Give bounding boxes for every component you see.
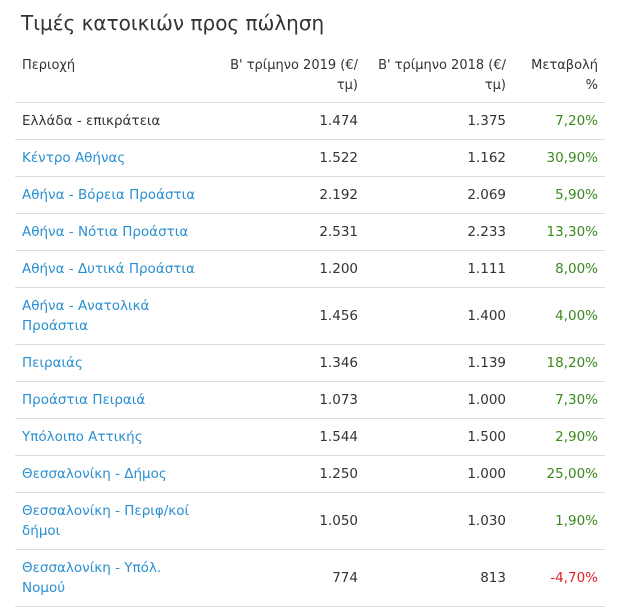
column-header: Περιοχή xyxy=(15,52,205,103)
region-cell: Θεσσαλονίκη - Δήμος xyxy=(15,455,205,493)
region-link[interactable]: Αθήνα - Ανατολικά Προάστια xyxy=(22,298,150,334)
region-link[interactable]: Θεσσαλονίκη - Περιφ/κοί δήμοι xyxy=(22,503,190,539)
table-row: Υπόλοιπο Αττικής 1.544 1.500 2,90% xyxy=(15,418,605,456)
region-cell: Αθήνα - Δυτικά Προάστια xyxy=(15,250,205,288)
region-link[interactable]: Υπόλοιπο Αττικής xyxy=(22,429,143,445)
price-cell: 1.000 xyxy=(365,381,513,419)
price-cell: 1.474 xyxy=(205,102,365,140)
price-cell: 1.500 xyxy=(365,418,513,456)
region-link[interactable]: Θεσσαλονίκη - Δήμος xyxy=(22,466,167,482)
change-cell: 5,90% xyxy=(513,176,605,214)
table-row: Πειραιάς 1.346 1.139 18,20% xyxy=(15,344,605,382)
region-link[interactable]: Θεσσαλονίκη - Υπόλ. Νομού xyxy=(22,560,162,596)
price-cell: 2.069 xyxy=(365,176,513,214)
price-cell: 2.233 xyxy=(365,213,513,251)
price-cell: 1.250 xyxy=(205,455,365,493)
price-cell: 1.375 xyxy=(365,102,513,140)
region-cell: Ελλάδα - επικράτεια xyxy=(15,102,205,140)
region-cell: Αθήνα - Νότια Προάστια xyxy=(15,213,205,251)
table-row: Θεσσαλονίκη - Περιφ/κοί δήμοι 1.050 1.030 1… xyxy=(15,492,605,550)
region-name: Ελλάδα - επικράτεια xyxy=(22,113,161,129)
region-link[interactable]: Κέντρο Αθήνας xyxy=(22,150,126,166)
change-cell: 2,90% xyxy=(513,418,605,456)
table-row: Αθήνα - Δυτικά Προάστια 1.200 1.111 8,00% xyxy=(15,250,605,288)
change-cell: 13,30% xyxy=(513,213,605,251)
column-header: Β' τρίμηνο 2018 (€/ τμ) xyxy=(365,52,513,103)
title: Τιμές κατοικιών προς πώληση xyxy=(21,11,325,35)
price-cell: 774 xyxy=(205,549,365,607)
table-row: Κέντρο Αθήνας 1.522 1.162 30,90% xyxy=(15,139,605,177)
region-cell: Υπόλοιπο Αττικής xyxy=(15,418,205,456)
price-cell: 1.111 xyxy=(365,250,513,288)
price-cell: 813 xyxy=(365,549,513,607)
price-cell: 1.162 xyxy=(365,139,513,177)
table-row: Αθήνα - Νότια Προάστια 2.531 2.233 13,30% xyxy=(15,213,605,251)
region-cell: Πειραιάς xyxy=(15,344,205,382)
price-cell: 1.544 xyxy=(205,418,365,456)
change-cell: 4,00% xyxy=(513,287,605,345)
price-cell: 1.400 xyxy=(365,287,513,345)
region-link[interactable]: Αθήνα - Νότια Προάστια xyxy=(22,224,189,240)
table-row: Ελλάδα - επικράτεια 1.474 1.375 7,20% xyxy=(15,102,605,140)
price-cell: 1.073 xyxy=(205,381,365,419)
region-cell: Θεσσαλονίκη - Υπόλ. Νομού xyxy=(15,549,205,607)
change-cell: 8,00% xyxy=(513,250,605,288)
table-body: Ελλάδα - επικράτεια 1.474 1.375 7,20% Κέντρο… xyxy=(15,102,605,607)
region-link[interactable]: Αθήνα - Δυτικά Προάστια xyxy=(22,261,195,277)
price-cell: 1.050 xyxy=(205,492,365,550)
table-row: Προάστια Πειραιά 1.073 1.000 7,30% xyxy=(15,381,605,419)
region-cell: Κέντρο Αθήνας xyxy=(15,139,205,177)
change-cell: 1,90% xyxy=(513,492,605,550)
price-cell: 1.139 xyxy=(365,344,513,382)
region-cell: Αθήνα - Βόρεια Προάστια xyxy=(15,176,205,214)
region-link[interactable]: Αθήνα - Βόρεια Προάστια xyxy=(22,187,196,203)
region-cell: Προάστια Πειραιά xyxy=(15,381,205,419)
table-row: Αθήνα - Βόρεια Προάστια 2.192 2.069 5,90% xyxy=(15,176,605,214)
price-cell: 1.200 xyxy=(205,250,365,288)
change-cell: 7,20% xyxy=(513,102,605,140)
change-cell: 30,90% xyxy=(513,139,605,177)
price-cell: 1.030 xyxy=(365,492,513,550)
price-cell: 2.192 xyxy=(205,176,365,214)
price-table: Περιοχή Β' τρίμηνο 2019 (€/ τμ) Β' τρίμηνο… xyxy=(15,52,605,607)
header-row: Περιοχή Β' τρίμηνο 2019 (€/ τμ) Β' τρίμηνο… xyxy=(15,52,605,103)
column-header: Μεταβολή % xyxy=(513,52,605,103)
region-link[interactable]: Προάστια Πειραιά xyxy=(22,392,146,408)
change-cell: 7,30% xyxy=(513,381,605,419)
price-cell: 1.000 xyxy=(365,455,513,493)
table-row: Θεσσαλονίκη - Υπόλ. Νομού 774 813 -4,70% xyxy=(15,549,605,607)
change-cell: -4,70% xyxy=(513,549,605,607)
column-header: Β' τρίμηνο 2019 (€/ τμ) xyxy=(205,52,365,103)
table-row: Αθήνα - Ανατολικά Προάστια 1.456 1.400 4,00… xyxy=(15,287,605,345)
region-cell: Αθήνα - Ανατολικά Προάστια xyxy=(15,287,205,345)
change-cell: 18,20% xyxy=(513,344,605,382)
price-cell: 1.456 xyxy=(205,287,365,345)
change-cell: 25,00% xyxy=(513,455,605,493)
price-cell: 2.531 xyxy=(205,213,365,251)
price-cell: 1.346 xyxy=(205,344,365,382)
table-row: Θεσσαλονίκη - Δήμος 1.250 1.000 25,00% xyxy=(15,455,605,493)
region-link[interactable]: Πειραιάς xyxy=(22,355,83,371)
region-cell: Θεσσαλονίκη - Περιφ/κοί δήμοι xyxy=(15,492,205,550)
price-cell: 1.522 xyxy=(205,139,365,177)
